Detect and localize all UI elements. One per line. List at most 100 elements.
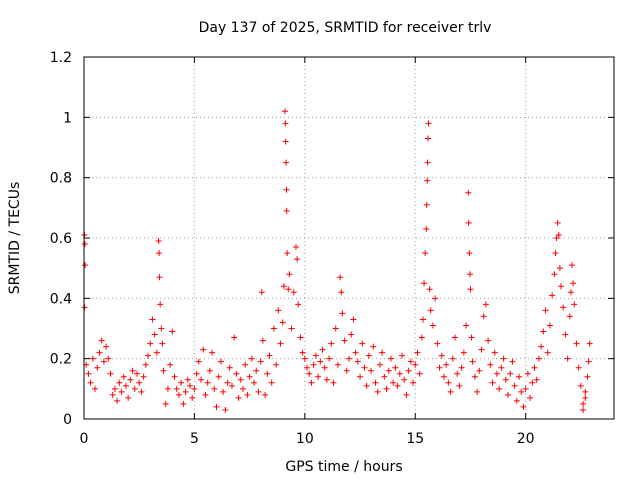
data-point <box>295 301 302 308</box>
data-point <box>180 400 187 407</box>
data-point <box>376 361 383 368</box>
data-point <box>436 364 443 371</box>
data-point <box>383 385 390 392</box>
data-point <box>193 370 200 377</box>
data-point <box>468 334 475 341</box>
data-point <box>542 307 549 314</box>
data-point <box>535 355 542 362</box>
data-point <box>268 379 275 386</box>
data-point <box>157 301 164 308</box>
data-point <box>304 364 311 371</box>
data-point <box>220 388 227 395</box>
data-point <box>282 120 289 127</box>
data-point <box>487 361 494 368</box>
data-point <box>138 388 145 395</box>
data-point <box>294 256 301 263</box>
y-axis-label: SRMTID / TECUs <box>7 182 23 295</box>
data-point <box>524 370 531 377</box>
grid-layer <box>84 57 614 419</box>
data-point <box>392 364 399 371</box>
data-point <box>394 382 401 389</box>
data-point <box>357 373 364 380</box>
data-point <box>107 370 114 377</box>
data-point <box>285 286 292 293</box>
data-point <box>546 322 553 329</box>
data-point <box>531 364 538 371</box>
data-point <box>562 331 569 338</box>
data-point <box>297 334 304 341</box>
data-point <box>396 370 403 377</box>
data-point <box>432 295 439 302</box>
data-point <box>354 358 361 365</box>
data-point <box>259 337 266 344</box>
y-tick-label: 1.2 <box>50 50 72 66</box>
data-point <box>343 367 350 374</box>
data-point <box>553 235 560 241</box>
data-point <box>217 358 224 365</box>
data-point <box>493 370 500 377</box>
data-point <box>184 376 191 383</box>
data-point <box>445 379 452 386</box>
data-point <box>171 373 178 380</box>
data-point <box>145 352 152 359</box>
data-point <box>275 307 282 314</box>
data-point <box>105 355 112 362</box>
data-point <box>262 391 269 398</box>
data-point <box>224 379 231 386</box>
data-point <box>372 379 379 386</box>
data-point <box>206 367 213 374</box>
data-point <box>222 406 229 413</box>
data-point <box>505 391 511 398</box>
data-point <box>365 352 372 359</box>
data-point <box>399 352 405 359</box>
y-tick-label: 0.4 <box>50 291 72 307</box>
data-point <box>118 388 125 395</box>
data-point <box>81 304 88 311</box>
data-point <box>81 241 88 248</box>
data-point <box>330 379 337 386</box>
data-point <box>290 289 297 296</box>
data-point <box>251 379 258 386</box>
data-point <box>282 138 289 145</box>
data-point <box>569 262 576 269</box>
data-point <box>426 286 433 293</box>
data-point <box>156 274 163 281</box>
data-point <box>235 394 242 401</box>
x-tick-label: 15 <box>406 431 424 447</box>
data-point <box>100 358 107 365</box>
data-point <box>434 340 441 347</box>
data-point <box>454 370 461 377</box>
data-point <box>339 310 346 317</box>
data-point <box>474 388 481 395</box>
data-point <box>258 289 265 296</box>
data-point <box>585 358 592 365</box>
data-point <box>544 349 551 356</box>
data-point <box>573 340 580 347</box>
data-point <box>134 370 140 377</box>
data-point <box>280 283 287 290</box>
data-point <box>476 367 483 374</box>
data-point <box>273 361 280 368</box>
data-point <box>103 343 110 350</box>
data-point <box>173 385 180 392</box>
axis-ticks: 0 0.2 0.4 0.6 0.8 1 1.2 0 5 10 15 20 <box>50 50 614 447</box>
data-point <box>326 355 333 362</box>
data-point <box>390 379 397 386</box>
data-point <box>447 388 454 395</box>
data-point <box>237 376 244 383</box>
data-point <box>425 120 432 127</box>
data-point <box>284 250 291 257</box>
data-point <box>387 355 394 362</box>
data-point <box>452 334 458 341</box>
data-point <box>140 373 147 380</box>
data-point <box>204 379 211 386</box>
y-tick-label: 0.6 <box>50 231 72 247</box>
data-point <box>416 370 423 377</box>
data-point <box>332 325 339 332</box>
data-point <box>153 349 160 356</box>
data-point <box>334 361 341 368</box>
data-point <box>338 289 345 296</box>
data-point <box>551 271 558 278</box>
data-point <box>496 385 503 392</box>
